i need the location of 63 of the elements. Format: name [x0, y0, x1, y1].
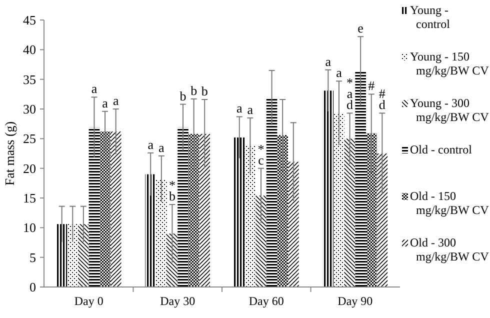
data-label: b: [201, 84, 208, 99]
bar: [334, 113, 344, 287]
bar: [110, 132, 122, 287]
bar: [56, 224, 68, 287]
data-label: * a d: [346, 75, 354, 112]
bar: [67, 224, 78, 287]
bar: [366, 133, 377, 287]
y-tick-label: 10: [23, 220, 36, 236]
bar: [178, 127, 188, 287]
data-label: a: [102, 95, 108, 110]
y-tick-label: 0: [30, 280, 36, 295]
legend-label: Young - 300 mg/kg/BW CV: [410, 96, 490, 124]
data-label: b: [190, 82, 198, 98]
bar: [355, 71, 366, 287]
data-label: a: [91, 81, 98, 96]
bar: [188, 134, 200, 287]
data-label: a: [336, 65, 342, 80]
data-label: # d: [378, 86, 386, 112]
y-tick-label: 20: [23, 160, 36, 176]
bar: [156, 179, 167, 287]
data-label: * b: [168, 178, 176, 204]
bar: [199, 134, 210, 287]
y-tick-label: 15: [23, 190, 36, 206]
x-tick-label: Day 60: [248, 294, 284, 308]
bar: [256, 196, 266, 287]
data-label: e: [358, 20, 364, 36]
data-label: a: [325, 54, 332, 69]
bar: [234, 137, 245, 287]
y-tick-label: 5: [30, 250, 36, 265]
bar: [244, 146, 256, 287]
bar: [322, 90, 334, 287]
data-label: a: [236, 100, 242, 116]
legend-label: Old - 150 mg/kg/BW CV: [410, 189, 490, 217]
data-label: a: [148, 136, 154, 152]
x-tick-label: Day 0: [74, 294, 104, 308]
y-tick-label: 35: [23, 72, 36, 87]
bar: [376, 154, 388, 287]
data-label: a: [158, 140, 165, 155]
y-tick-label: 25: [23, 131, 36, 146]
y-axis-title: Fat mass (g): [2, 121, 17, 186]
data-label: a: [112, 93, 119, 108]
legend-label: Old - 300 mg/kg/BW CV: [410, 236, 490, 264]
bar: [145, 174, 156, 287]
x-tick-label: Day 90: [338, 294, 373, 308]
bar: [277, 135, 288, 287]
legend-label: Young - 150 mg/kg/BW CV: [410, 50, 490, 78]
y-tick-label: 45: [23, 12, 36, 28]
legend-label: Old - control: [410, 142, 473, 156]
data-label: a: [247, 102, 254, 117]
bar: [344, 138, 356, 287]
legend-label: Young - control: [410, 3, 451, 31]
y-tick-label: 40: [23, 42, 36, 58]
bar: [288, 162, 299, 287]
data-label: * c: [258, 141, 264, 168]
bar: [166, 234, 178, 287]
data-label: #: [368, 78, 376, 94]
y-tick-label: 30: [23, 102, 36, 117]
data-label: b: [180, 88, 186, 104]
x-tick-label: Day 30: [160, 294, 196, 308]
bar: [100, 132, 110, 287]
bar: [78, 224, 89, 287]
bar: [266, 98, 278, 287]
bar: [88, 127, 100, 287]
